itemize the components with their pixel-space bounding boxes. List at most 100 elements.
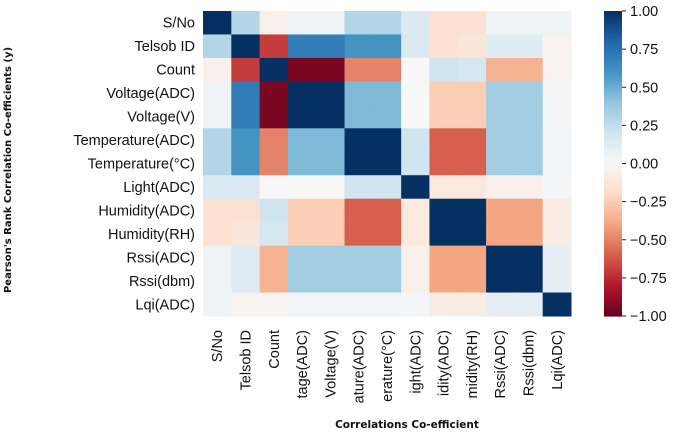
colorbar-segment — [604, 166, 622, 170]
colorbar-segment — [604, 130, 622, 134]
heatmap-cell — [287, 269, 317, 294]
colorbar-segment — [604, 49, 622, 53]
colorbar-tick-label: 0.75 — [630, 42, 658, 58]
colorbar-segment — [604, 150, 622, 154]
y-tick-label: Temperature(ADC) — [73, 133, 195, 149]
heatmap-cell — [203, 292, 232, 317]
heatmap-cell — [486, 198, 515, 223]
heatmap-cell — [486, 81, 515, 106]
heatmap-cell — [259, 292, 289, 317]
colorbar-segment — [604, 61, 622, 65]
colorbar-segment — [604, 94, 622, 99]
colorbar-segment — [604, 255, 622, 259]
colorbar-segment — [604, 135, 622, 139]
heatmap-cell — [344, 57, 374, 82]
heatmap-cell — [542, 81, 572, 106]
heatmap-cell — [542, 151, 572, 176]
colorbar-segment — [604, 206, 622, 210]
heatmap-cell — [344, 198, 374, 223]
heatmap-cell — [429, 292, 459, 317]
colorbar-segment — [604, 13, 622, 17]
colorbar-segment — [604, 194, 622, 198]
heatmap-cell — [457, 269, 487, 294]
heatmap-cell — [344, 104, 374, 129]
colorbar-segment — [604, 46, 622, 50]
heatmap-cell — [316, 11, 346, 35]
x-tick-label: Lqi(ADC) — [550, 330, 566, 390]
colorbar-segment — [604, 234, 622, 238]
colorbar-segment — [604, 282, 622, 287]
heatmap-cell — [316, 57, 346, 82]
heatmap-cell — [316, 175, 346, 200]
heatmap-cell — [316, 151, 346, 176]
heatmap-cell — [231, 175, 261, 200]
heatmap-cell — [486, 292, 515, 317]
x-tick-label: Rssi(dbm) — [522, 330, 538, 396]
heatmap-cell — [316, 198, 346, 223]
heatmap-cell — [344, 245, 374, 270]
y-tick-label: Temperature(°C) — [88, 157, 195, 173]
colorbar-segment — [604, 120, 622, 124]
heatmap-cell — [401, 175, 430, 200]
colorbar-segment — [604, 242, 622, 246]
heatmap-cell — [429, 57, 459, 82]
heatmap-cell — [486, 269, 515, 294]
heatmap-cell — [514, 175, 544, 200]
heatmap-cell — [429, 151, 459, 176]
heatmap-cell — [231, 198, 261, 223]
x-tick-label: Count — [267, 330, 283, 369]
colorbar-segment — [604, 173, 622, 177]
colorbar-segment — [604, 285, 622, 289]
heatmap-cell — [514, 57, 544, 82]
colorbar-segment — [604, 99, 622, 104]
heatmap-cell — [514, 104, 544, 129]
heatmap-cell — [372, 81, 402, 106]
colorbar-segment — [604, 143, 622, 147]
heatmap-cell — [287, 151, 317, 176]
heatmap-cell — [429, 34, 459, 59]
heatmap-cell — [344, 151, 374, 176]
heatmap-cell — [231, 245, 261, 270]
heatmap-cell — [372, 57, 402, 82]
colorbar-segment — [604, 138, 622, 142]
colorbar-segment — [604, 227, 622, 231]
x-axis-title: Correlations Co-efficient — [335, 419, 479, 431]
heatmap-cell — [344, 11, 374, 35]
heatmap-cell — [429, 128, 459, 153]
colorbar-segment — [604, 275, 622, 279]
colorbar-segment — [604, 300, 622, 304]
heatmap-cell — [429, 245, 459, 270]
heatmap-cell — [259, 11, 289, 35]
colorbar-segment — [604, 115, 622, 119]
heatmap-cell — [486, 57, 515, 82]
heatmap-cell — [542, 11, 572, 35]
x-tick-label: Rssi(ADC) — [493, 330, 509, 398]
heatmap-cell — [287, 198, 317, 223]
heatmap-cell — [542, 269, 572, 294]
colorbar-segment — [604, 158, 622, 162]
heatmap-cell — [401, 57, 430, 82]
colorbar-segment — [604, 92, 622, 96]
colorbar-segment — [604, 176, 622, 180]
x-tick-label: tage(ADC) — [295, 330, 311, 399]
heatmap-cell — [542, 104, 572, 129]
heatmap-cell — [486, 222, 515, 247]
heatmap-cell — [514, 269, 544, 294]
heatmap-cell — [259, 198, 289, 223]
heatmap-cell — [287, 292, 317, 317]
colorbar-segment — [604, 247, 622, 251]
heatmap-cell — [457, 151, 487, 176]
heatmap-cell — [316, 245, 346, 270]
colorbar-segment — [604, 310, 622, 315]
heatmap-cell — [372, 269, 402, 294]
colorbar-segment — [604, 204, 622, 208]
colorbar-segment — [604, 219, 622, 223]
colorbar-segment — [604, 107, 622, 111]
heatmap-cell — [231, 128, 261, 153]
heatmap-cell — [514, 198, 544, 223]
colorbar-segment — [604, 87, 622, 91]
colorbar-segment — [604, 262, 622, 266]
heatmap-cell — [203, 222, 232, 247]
heatmap-cell — [203, 198, 232, 223]
colorbar-segment — [604, 288, 622, 292]
